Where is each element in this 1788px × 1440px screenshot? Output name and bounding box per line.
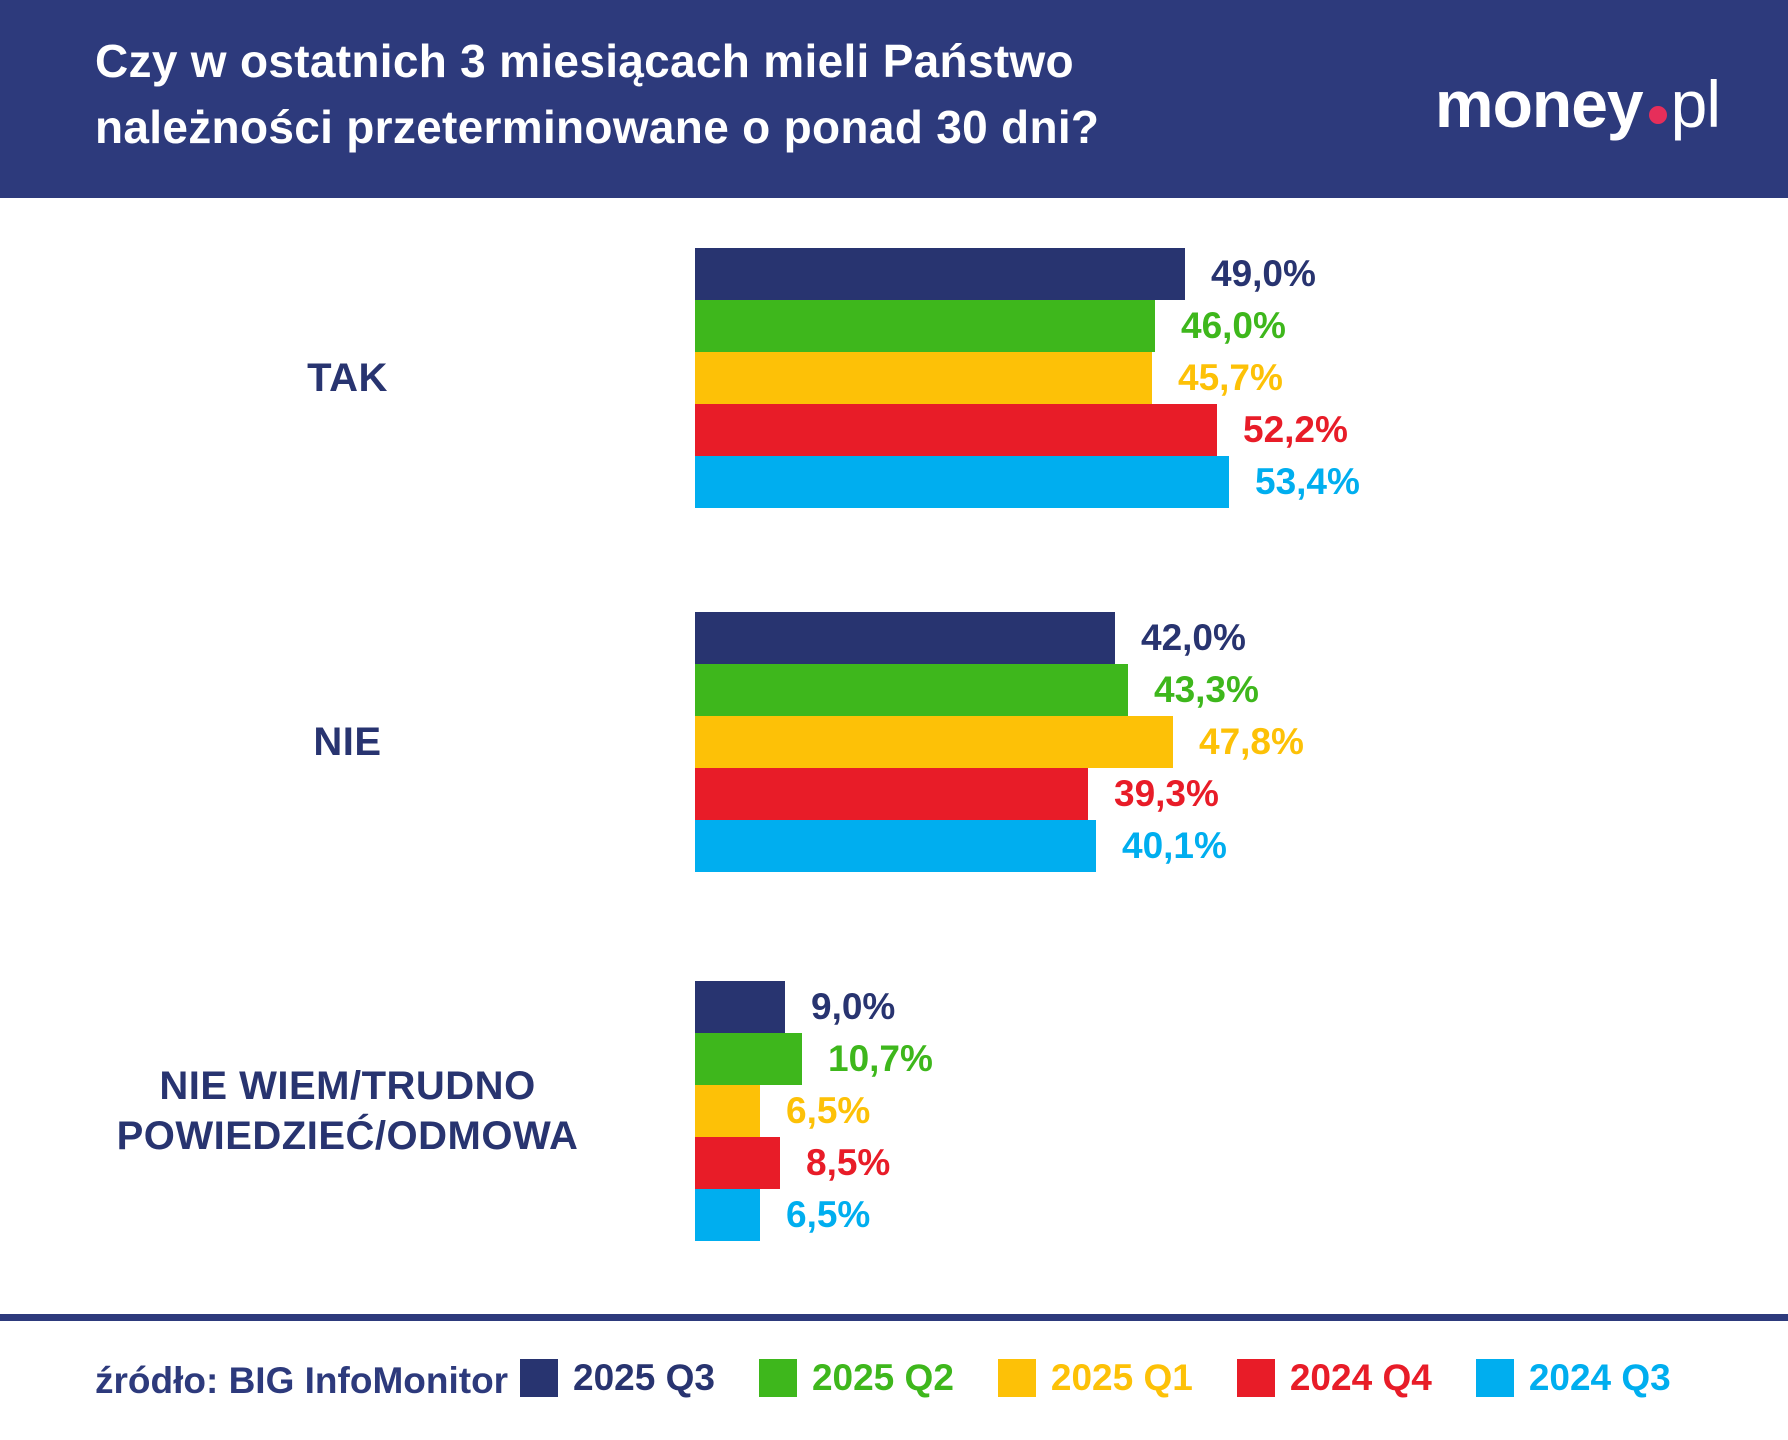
legend-swatch-icon [1236, 1359, 1275, 1397]
category-label: NIE WIEM/TRUDNO POWIEDZIEĆ/ODMOWA [0, 1061, 695, 1161]
legend-item: 2025 Q2 [758, 1357, 954, 1399]
bars-stack: 49,0% 46,0% 45,7% 52,2% 53,4% [695, 248, 1360, 508]
bar-value-label: 46,0% [1181, 305, 1286, 346]
bar-row: 53,4% [695, 456, 1360, 508]
bar-group: NIE 42,0% 43,3% 47,8% 39,3% 40,1% [0, 612, 1788, 872]
bar-row: 8,5% [695, 1137, 933, 1189]
bars-stack: 9,0% 10,7% 6,5% 8,5% 6,5% [695, 981, 933, 1241]
legend-label: 2025 Q3 [573, 1357, 715, 1398]
chart-title-line2: należności przeterminowane o ponad 30 dn… [95, 101, 1100, 153]
legend-label: 2024 Q4 [1289, 1357, 1432, 1398]
bar-value-label: 49,0% [1211, 253, 1316, 294]
bar-row: 39,3% [695, 768, 1304, 820]
legend-swatch-icon [997, 1359, 1036, 1397]
bar-row: 43,3% [695, 664, 1304, 716]
category-label-line: POWIEDZIEĆ/ODMOWA [116, 1114, 579, 1158]
legend: 2025 Q3 2025 Q2 2025 Q1 2024 Q4 2024 Q3 [520, 1357, 1671, 1399]
category-label-line: NIE [313, 720, 382, 764]
bar [695, 248, 1185, 300]
bar-value-label: 9,0% [811, 986, 896, 1027]
category-label: TAK [0, 353, 695, 403]
chart-title-line1: Czy w ostatnich 3 miesiącach mieli Państ… [95, 35, 1074, 87]
logo-text-money: money [1434, 67, 1644, 141]
bar-row: 49,0% [695, 248, 1360, 300]
bar-row: 42,0% [695, 612, 1304, 664]
bar [695, 716, 1173, 768]
legend-item: 2025 Q3 [520, 1357, 715, 1399]
bar [695, 352, 1152, 404]
legend-swatch-icon [758, 1359, 797, 1397]
bar [695, 664, 1128, 716]
bar-group: NIE WIEM/TRUDNO POWIEDZIEĆ/ODMOWA 9,0% 10,7… [0, 981, 1788, 1241]
bar-row: 6,5% [695, 1085, 933, 1137]
bar-row: 40,1% [695, 820, 1304, 872]
chart-area: TAK 49,0% 46,0% 45,7% 52,2% 53,4% NIE 42,0% 43,3… [0, 198, 1788, 1314]
legend-item: 2025 Q1 [997, 1357, 1193, 1399]
bar-value-label: 6,5% [786, 1090, 871, 1131]
bar [695, 1189, 760, 1241]
bar-value-label: 6,5% [786, 1194, 871, 1235]
logo-dot-icon [1648, 106, 1667, 124]
bar [695, 1137, 780, 1189]
category-label: NIE [0, 717, 695, 767]
logo-text-pl: pl [1670, 67, 1721, 141]
bar-row: 9,0% [695, 981, 933, 1033]
bar-row: 52,2% [695, 404, 1360, 456]
bar-value-label: 39,3% [1114, 773, 1219, 814]
bar-group: TAK 49,0% 46,0% 45,7% 52,2% 53,4% [0, 248, 1788, 508]
bar-row: 10,7% [695, 1033, 933, 1085]
bar-value-label: 53,4% [1255, 461, 1360, 502]
bar-value-label: 45,7% [1178, 357, 1283, 398]
bar-value-label: 43,3% [1154, 669, 1259, 710]
bar-value-label: 40,1% [1122, 825, 1227, 866]
bar [695, 456, 1229, 508]
bar-row: 46,0% [695, 300, 1360, 352]
bar [695, 1085, 760, 1137]
legend-item: 2024 Q3 [1475, 1357, 1671, 1399]
bar-value-label: 8,5% [806, 1142, 891, 1183]
bar-value-label: 10,7% [828, 1038, 933, 1079]
bar-value-label: 52,2% [1243, 409, 1348, 450]
category-label-line: NIE WIEM/TRUDNO [159, 1064, 536, 1108]
bars-stack: 42,0% 43,3% 47,8% 39,3% 40,1% [695, 612, 1304, 872]
legend-swatch-icon [520, 1359, 558, 1397]
bar [695, 981, 785, 1033]
moneypl-logo: money pl [1434, 66, 1721, 142]
bar [695, 820, 1096, 872]
source-text: źródło: BIG InfoMonitor [95, 1360, 509, 1401]
header-band: Czy w ostatnich 3 miesiącach mieli Państ… [0, 0, 1788, 198]
bar [695, 1033, 802, 1085]
bar [695, 300, 1155, 352]
bar [695, 768, 1088, 820]
chart-title: Czy w ostatnich 3 miesiącach mieli Państ… [95, 28, 1099, 160]
legend-label: 2025 Q2 [811, 1357, 954, 1398]
footer-separator-line [0, 1314, 1788, 1321]
bar-value-label: 42,0% [1141, 617, 1246, 658]
bar-row: 45,7% [695, 352, 1360, 404]
legend-swatch-icon [1475, 1359, 1514, 1397]
bar-value-label: 47,8% [1199, 721, 1304, 762]
category-label-line: TAK [307, 356, 388, 400]
bar-row: 6,5% [695, 1189, 933, 1241]
legend-label: 2025 Q1 [1050, 1357, 1193, 1398]
bar [695, 612, 1115, 664]
legend-item: 2024 Q4 [1236, 1357, 1432, 1399]
legend-label: 2024 Q3 [1528, 1357, 1671, 1398]
bar [695, 404, 1217, 456]
bar-row: 47,8% [695, 716, 1304, 768]
